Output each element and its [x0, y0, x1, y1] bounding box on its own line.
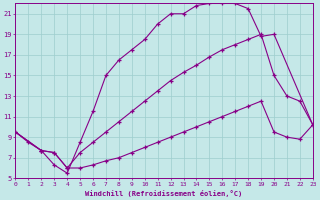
X-axis label: Windchill (Refroidissement éolien,°C): Windchill (Refroidissement éolien,°C): [85, 190, 243, 197]
